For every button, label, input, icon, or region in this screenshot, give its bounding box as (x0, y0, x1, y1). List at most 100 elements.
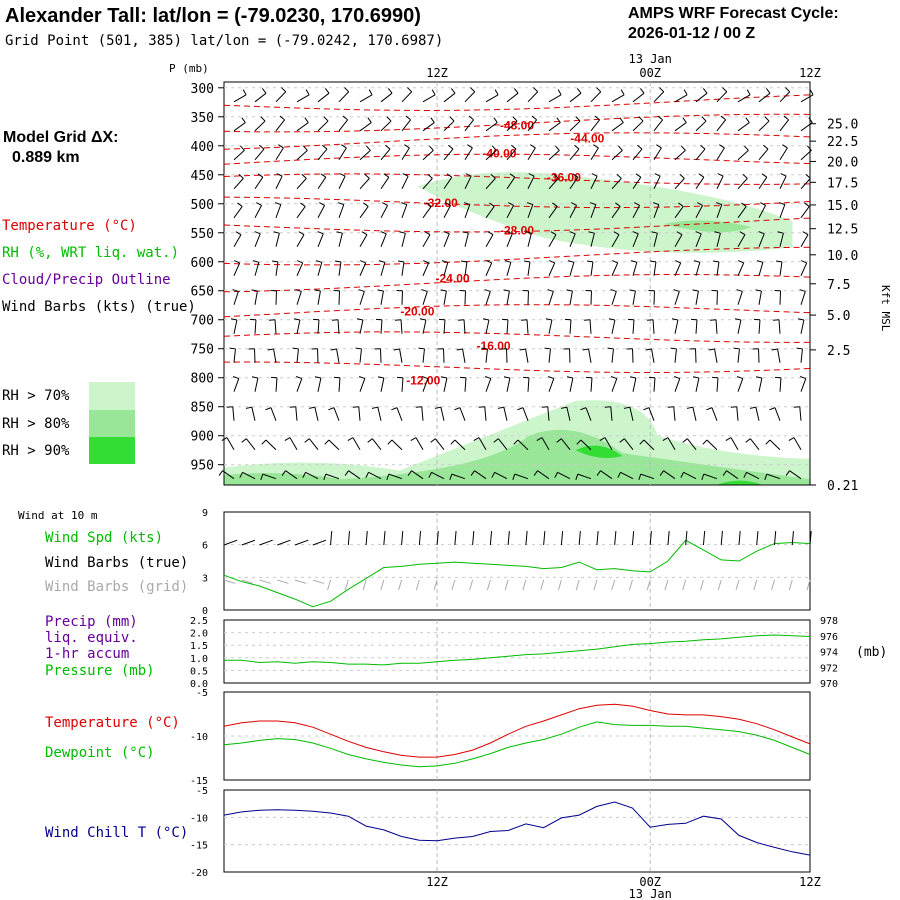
wind-barb-flag (547, 289, 554, 292)
wind-barb-flag (256, 202, 262, 206)
wind-barb-staff (464, 261, 468, 276)
pressure-tick-label: 750 (191, 343, 214, 358)
wind-barb-flag (257, 173, 264, 178)
y-tick-label: -15 (190, 776, 208, 787)
wind-barb-grid (540, 579, 545, 591)
windchill-frame (223, 789, 811, 873)
wind-barb-flag (733, 347, 740, 350)
wind-barb-flag (295, 289, 302, 292)
wind-barb-flag (553, 173, 559, 179)
wind-barb-flag (576, 88, 582, 94)
wind-barb-staff (422, 206, 432, 219)
wind-barb-flag (639, 88, 645, 94)
wind-barb-flag (769, 407, 776, 411)
wind-barb-flag (736, 376, 743, 380)
wind-barb-staff (296, 378, 303, 392)
wind-spd-label: Wind Spd (kts) (45, 530, 163, 546)
wind-barb-staff (758, 176, 768, 190)
cross-section-panel: 300 350 400 450 500 550 600 650 700 750 800 850 900 9… (169, 62, 892, 494)
wind-barb-flag (387, 439, 393, 445)
wind-barb-staff (695, 319, 698, 334)
wind-barb-staff (443, 205, 452, 219)
wind-barb-staff (800, 206, 810, 219)
wind-barb-flag (615, 202, 621, 207)
wind-barb-staff (548, 378, 555, 392)
wind-barb-staff (485, 150, 497, 161)
wind-barb-staff (443, 176, 453, 190)
wind-barbs-grid-label: Wind Barbs (grid) (45, 579, 188, 595)
wind-barb-staff (275, 147, 284, 161)
wind-barb-staff (517, 439, 529, 451)
pressure-unit-label: (mb) (856, 645, 887, 660)
wind-barb-staff (737, 94, 751, 103)
wind-barb-staff (484, 406, 487, 421)
wind-barb-true (560, 531, 564, 546)
wind-barb-staff (632, 377, 637, 392)
wind-barb-flag (449, 116, 455, 122)
wind-barb-staff (506, 205, 515, 219)
wind-barb-flag (230, 318, 238, 321)
wind-barb-flag (448, 144, 454, 150)
wind-barb-staff (464, 377, 467, 392)
wind-barb-staff (526, 319, 529, 334)
pressure-panel: 0.0 0.51.0 1.52.0 2.5 970 972 974 976 978 (mb) (190, 616, 887, 690)
kft-tick-label: 10.0 (827, 249, 858, 264)
wind-barb-staff (800, 348, 803, 363)
wind-barb-staff (368, 471, 382, 480)
wind-barb-true (418, 531, 422, 546)
wind-barb-staff (338, 147, 347, 161)
wind-barb-flag (232, 376, 239, 380)
wind-barb-staff (778, 319, 781, 334)
wind-barb-staff (749, 438, 760, 451)
wind-barb-flag (430, 117, 435, 123)
wind-barb-flag (714, 231, 721, 234)
wind-barb-staff (800, 262, 808, 276)
wind-barb-staff (714, 348, 718, 363)
wind-barb-flag (237, 202, 243, 207)
wind-barb-grid (700, 579, 704, 591)
wind-barb-staff (485, 234, 494, 248)
wind-barb-flag (596, 470, 601, 476)
wind-barb-staff (380, 262, 386, 276)
wind-barb-flag (261, 88, 267, 94)
wind-barb-staff (275, 119, 286, 132)
wind-barb-staff (422, 262, 430, 276)
wind-barb-staff (254, 377, 259, 392)
wind-barb-staff (758, 319, 761, 334)
wind-barb-flag (765, 88, 771, 94)
wind-barb-flag (342, 115, 348, 121)
wind-barb-staff (338, 91, 350, 103)
dewpoint-line (223, 721, 811, 768)
wind-barb-staff (289, 437, 298, 450)
wind-barb-staff (338, 261, 342, 276)
wind-barb-true (330, 531, 333, 546)
wind-barb-staff (651, 348, 655, 363)
wind-barb-grid (415, 579, 420, 591)
wind-barb-staff (396, 407, 403, 421)
wind-barb-flag (317, 231, 324, 235)
wind-barb-flag (347, 437, 354, 442)
pressure-axis-label: P (mb) (169, 62, 209, 75)
wind-barb-staff (611, 94, 625, 103)
wind-barb-flag (599, 437, 606, 442)
wind-barb-staff (359, 378, 366, 392)
wind-barb-staff (600, 470, 613, 480)
wind-barb-flag (594, 115, 600, 121)
wind-barb-flag (670, 347, 677, 350)
wind-barb-flag (512, 473, 516, 480)
wind-barb-staff (506, 262, 512, 276)
wind-barb-staff (527, 175, 535, 189)
wind-barb-staff (648, 407, 655, 421)
wind-barb-flag (589, 202, 596, 206)
wind-barb-flag (377, 289, 384, 292)
wind-barb-flag (799, 289, 806, 292)
wind-barb-flag (617, 472, 621, 478)
wind-barb-staff (270, 407, 277, 421)
wind-barb-flag (541, 406, 548, 408)
wind-barb-staff (254, 262, 260, 276)
wind-barb-flag (449, 473, 453, 480)
wind-barb-staff (525, 348, 529, 363)
wind-barb-flag (281, 470, 286, 476)
wind-barb-flag (692, 289, 699, 292)
wind-barb-flag (765, 439, 771, 445)
